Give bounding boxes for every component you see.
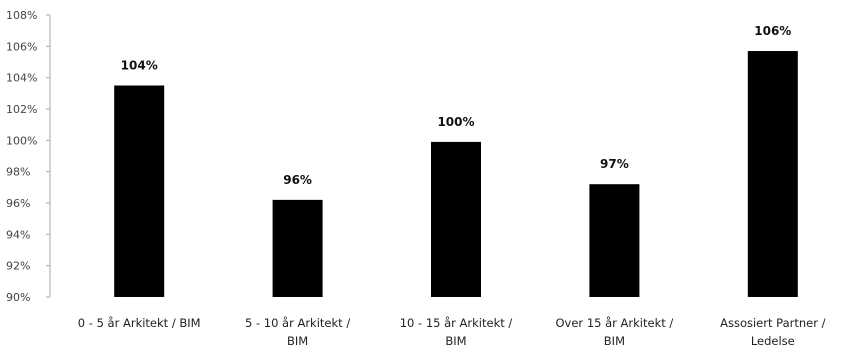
data-label: 100% bbox=[437, 115, 474, 129]
bars bbox=[114, 51, 798, 298]
bar bbox=[272, 199, 323, 297]
bar bbox=[747, 51, 798, 298]
data-label: 97% bbox=[600, 157, 629, 171]
y-tick-label: 106% bbox=[6, 40, 37, 53]
x-tick-label: BIM bbox=[604, 334, 625, 348]
x-tick-label: Assosiert Partner / bbox=[720, 316, 825, 330]
x-tick-label: BIM bbox=[445, 334, 466, 348]
data-labels: 104% 96% 100% 97% 106% bbox=[121, 24, 792, 187]
data-label: 106% bbox=[754, 24, 791, 38]
y-tick-label: 96% bbox=[6, 197, 30, 210]
x-tick-label: Ledelse bbox=[751, 334, 795, 348]
x-tick-label: 0 - 5 år Arkitekt / BIM bbox=[78, 316, 201, 330]
x-tick-label: 10 - 15 år Arkitekt / bbox=[400, 316, 513, 330]
y-tick-label: 102% bbox=[6, 103, 37, 116]
bar bbox=[589, 184, 640, 297]
y-tick-label: 92% bbox=[6, 260, 30, 273]
y-tick-label: 90% bbox=[6, 291, 30, 304]
bar bbox=[114, 85, 165, 297]
y-tick-label: 108% bbox=[6, 9, 37, 22]
y-tick-label: 94% bbox=[6, 228, 30, 241]
y-axis: 90% 92% 94% 96% 98% 100% 102% 104% 106% 108% bbox=[6, 9, 51, 304]
data-label: 96% bbox=[283, 173, 312, 187]
x-axis: 0 - 5 år Arkitekt / BIM 5 - 10 år Arkitek… bbox=[78, 316, 826, 348]
x-tick-label: 5 - 10 år Arkitekt / bbox=[245, 316, 350, 330]
x-tick-label: Over 15 år Arkitekt / bbox=[556, 316, 674, 330]
x-tick-label: BIM bbox=[287, 334, 308, 348]
y-tick-label: 100% bbox=[6, 134, 37, 147]
bar bbox=[431, 141, 481, 297]
y-tick-label: 98% bbox=[6, 166, 30, 179]
data-label: 104% bbox=[121, 59, 158, 73]
y-tick-label: 104% bbox=[6, 72, 37, 85]
